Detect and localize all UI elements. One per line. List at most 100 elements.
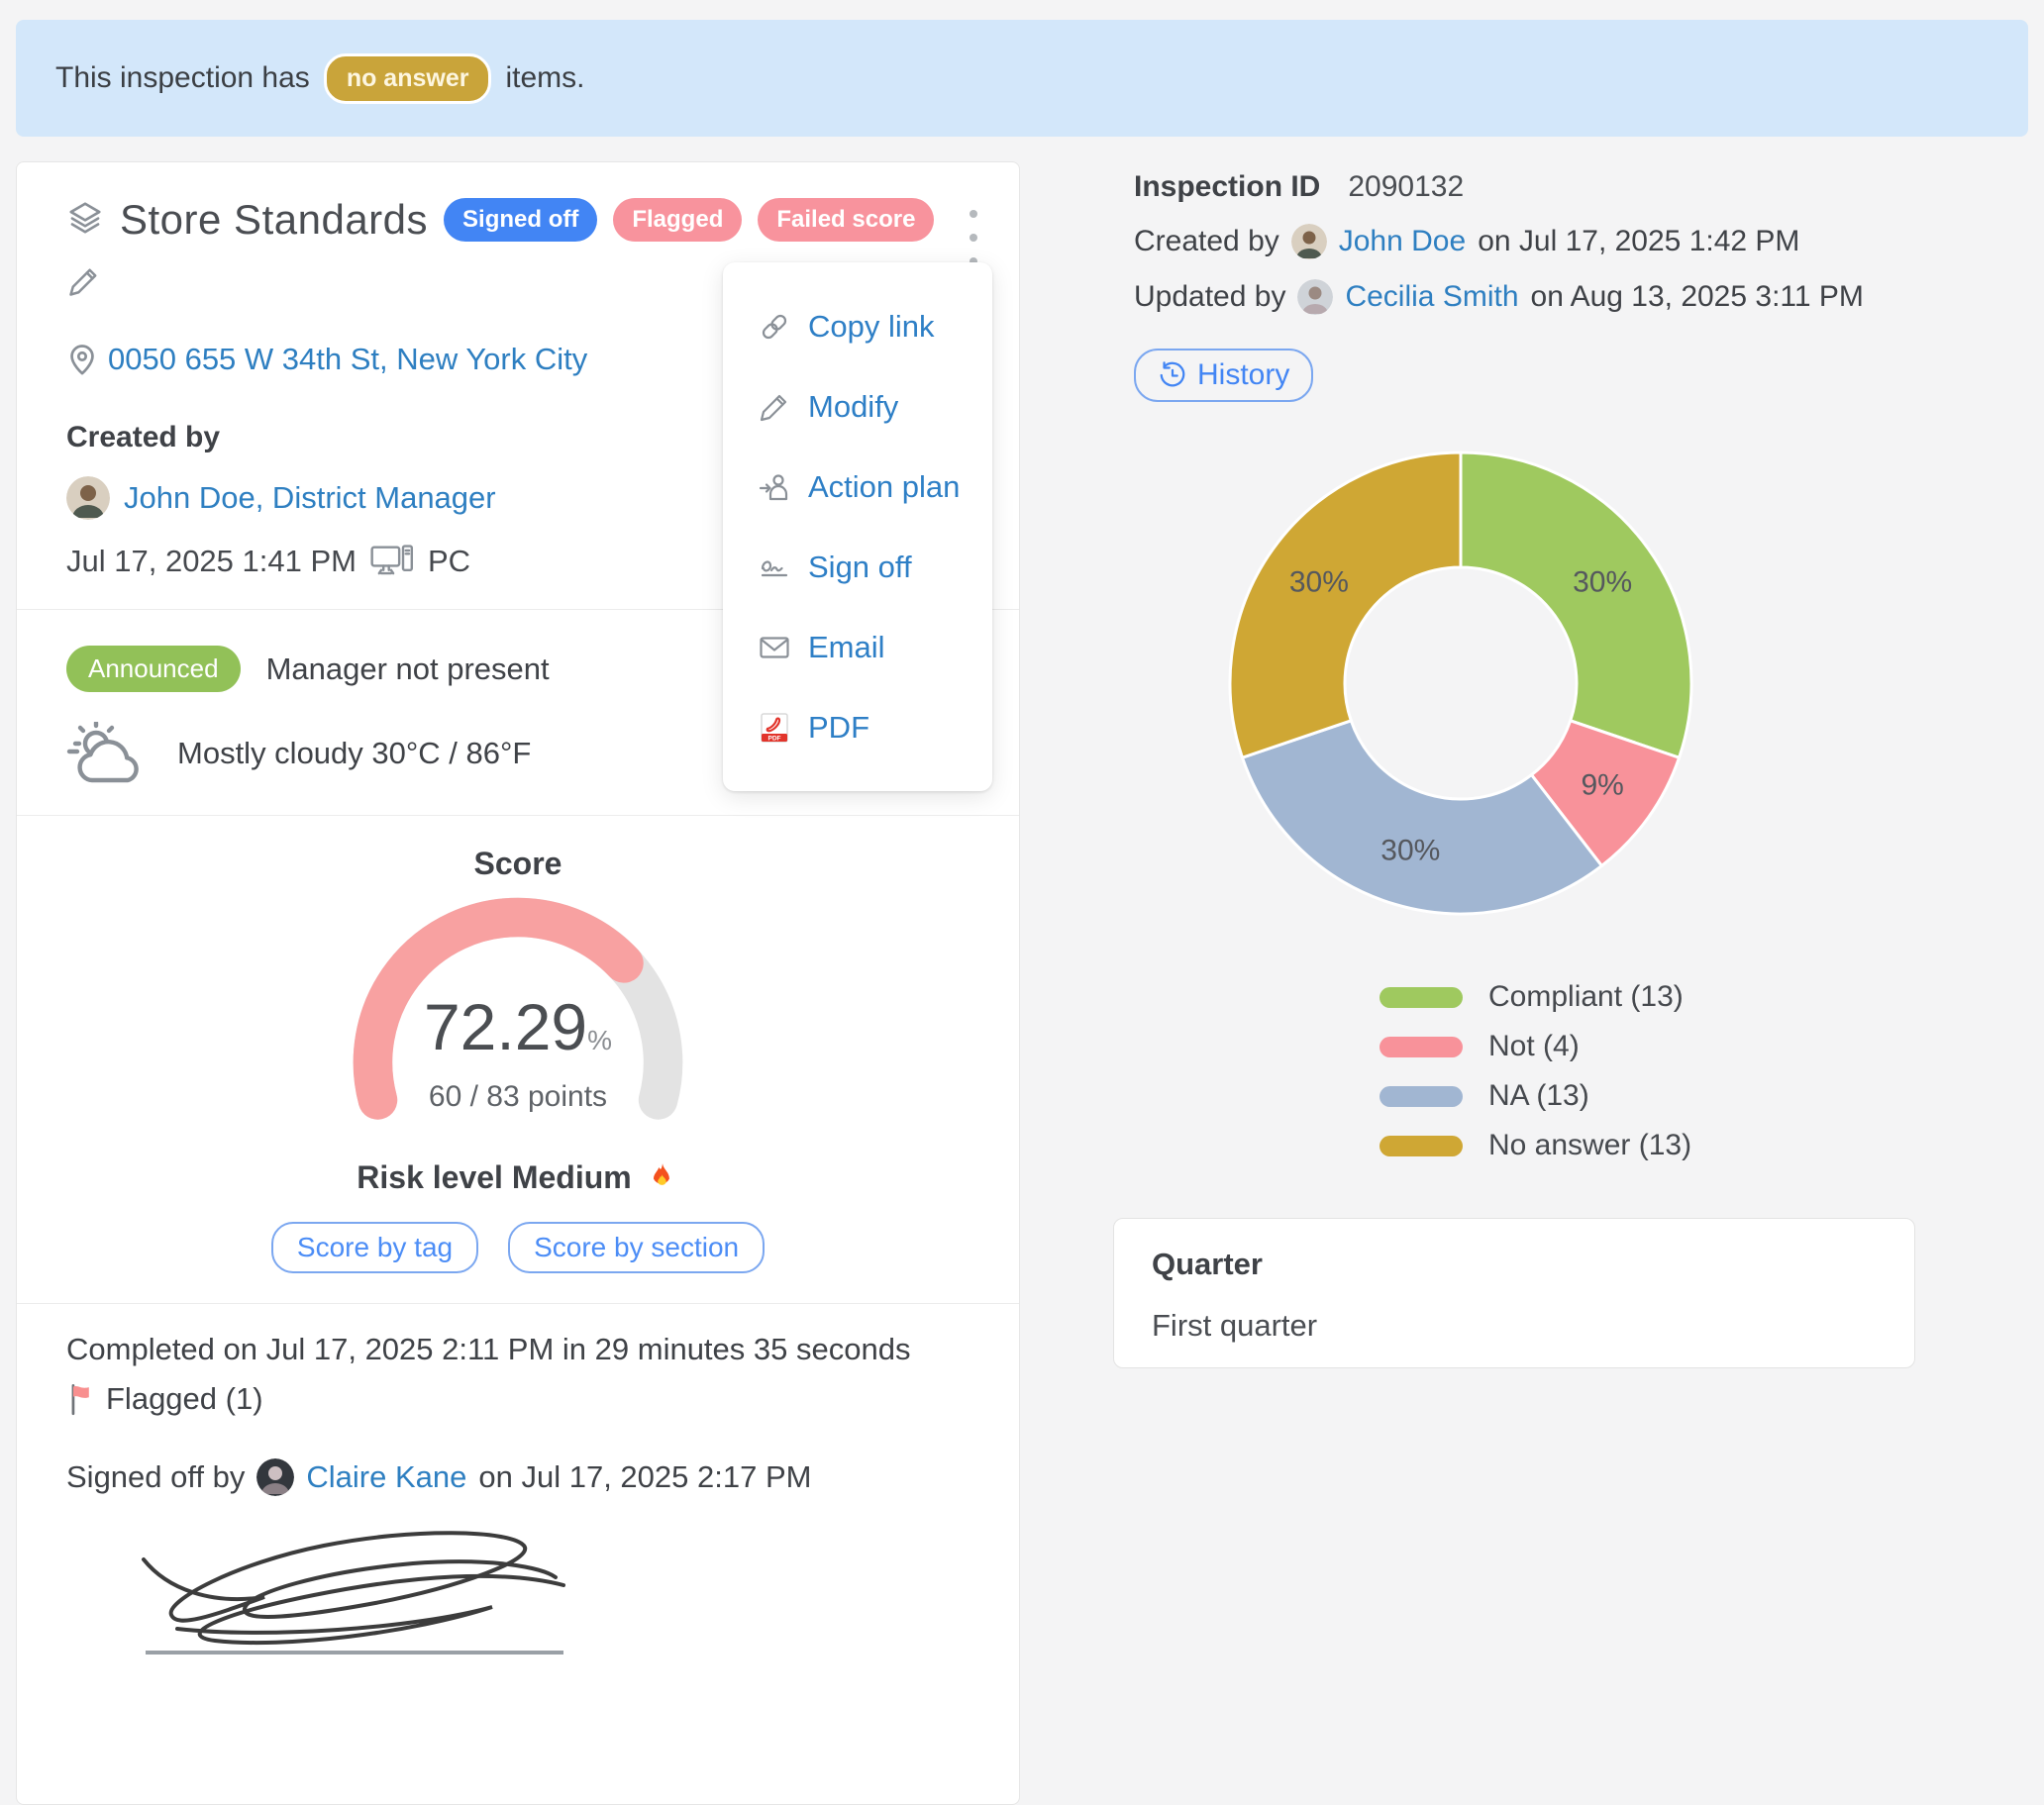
created-datetime-row: Jul 17, 2025 1:41 PM PC — [66, 544, 970, 579]
created-by-suffix: on Jul 17, 2025 1:42 PM — [1478, 225, 1800, 257]
inspection-id-value: 2090132 — [1348, 170, 1465, 203]
weather-row: Mostly cloudy 30°C / 86°F — [66, 722, 970, 785]
signed-off-row: Signed off by Claire Kane on Jul 17, 202… — [66, 1458, 970, 1496]
flame-icon — [653, 1162, 669, 1185]
card-title-row: Store Standards Signed off Flagged Faile… — [66, 196, 970, 244]
flag-icon — [71, 1384, 89, 1416]
signed-off-by-link[interactable]: Claire Kane — [306, 1459, 467, 1494]
flagged-count: Flagged (1) — [106, 1381, 263, 1416]
score-points: 60 / 83 points — [428, 1080, 608, 1113]
legend-swatch-na — [1380, 1085, 1463, 1107]
pencil-icon — [69, 268, 97, 296]
device-label: PC — [427, 544, 471, 578]
risk-level-text: Risk level Medium — [357, 1159, 632, 1195]
actions-dropdown-menu: Copy link Modify Action plan Sign off — [723, 262, 992, 791]
mostly-cloudy-icon — [66, 722, 139, 783]
score-gauge: 72.29% 60 / 83 points — [350, 894, 686, 1132]
divider — [17, 815, 1019, 816]
link-icon — [762, 314, 787, 339]
created-by-link[interactable]: John Doe — [1338, 225, 1467, 257]
chart-legend: Compliant (13) Not (4) NA (13) No answer… — [1380, 980, 1946, 1162]
legend-swatch-compliant — [1380, 986, 1463, 1008]
donut-slice-compliant — [1459, 451, 1693, 759]
donut-label: 30% — [1289, 566, 1349, 599]
legend-item-not: Not (4) — [1380, 1030, 1946, 1063]
legend-swatch-not — [1380, 1036, 1463, 1057]
creator-link[interactable]: John Doe, District Manager — [124, 480, 496, 515]
no-answer-badge: no answer — [323, 52, 492, 104]
weather-text: Mostly cloudy 30°C / 86°F — [177, 736, 532, 770]
avatar-john-doe — [1290, 224, 1327, 259]
score-heading: Score — [473, 846, 562, 881]
status-badge-signed-off: Signed off — [444, 198, 598, 242]
legend-item-compliant: Compliant (13) — [1380, 980, 1946, 1014]
quarter-value: First quarter — [1152, 1308, 1318, 1343]
menu-item-modify[interactable]: Modify — [723, 366, 992, 447]
pdf-icon: PDF — [761, 712, 788, 743]
status-badge-failed-score: Failed score — [758, 198, 935, 242]
layers-icon — [66, 199, 104, 242]
more-options-kebab-icon[interactable] — [954, 206, 993, 269]
answers-donut-chart: 30% 9% 30% 30% — [1213, 436, 1708, 931]
announced-row: Announced Manager not present — [66, 646, 970, 692]
details-panel: Inspection ID 2090132 Created by John Do… — [1134, 170, 1946, 1162]
score-percent: 72.29% — [423, 990, 613, 1063]
updated-by-suffix: on Aug 13, 2025 3:11 PM — [1530, 280, 1864, 313]
announced-note: Manager not present — [265, 651, 550, 686]
edit-title-button[interactable] — [66, 263, 970, 304]
creator-row: John Doe, District Manager — [66, 476, 970, 520]
created-datetime: Jul 17, 2025 1:41 PM — [66, 544, 357, 578]
quarter-card: Quarter First quarter — [1113, 1218, 1915, 1368]
avatar-cecilia-smith — [1297, 279, 1334, 315]
score-by-section-button[interactable]: Score by section — [508, 1222, 766, 1273]
store-address-link[interactable]: 0050 655 W 34th St, New York City — [66, 342, 970, 377]
pencil-icon — [760, 394, 787, 421]
location-pin-icon — [70, 345, 94, 375]
created-by-row: Created by John Doe on Jul 17, 2025 1:42… — [1134, 224, 1946, 259]
avatar-john-doe — [66, 476, 110, 520]
menu-item-action-plan[interactable]: Action plan — [723, 447, 992, 527]
menu-item-sign-off[interactable]: Sign off — [723, 527, 992, 607]
completed-text: Completed on Jul 17, 2025 2:11 PM in 29 … — [66, 1332, 911, 1366]
donut-slice-no-answer — [1228, 451, 1463, 759]
banner-text-after: items. — [505, 61, 585, 94]
divider — [17, 609, 1019, 610]
legend-item-na: NA (13) — [1380, 1079, 1946, 1113]
percent-sign: % — [587, 1025, 613, 1055]
updated-by-prefix: Updated by — [1134, 280, 1286, 313]
signature-icon — [761, 559, 788, 576]
donut-label: 9% — [1581, 768, 1623, 801]
flagged-row: Flagged (1) — [66, 1381, 970, 1417]
svg-text:PDF: PDF — [768, 735, 781, 742]
history-button[interactable]: History — [1134, 349, 1314, 402]
score-buttons-row: Score by tag Score by section — [66, 1222, 970, 1273]
inspection-page: This inspection has no answer items. Sto… — [16, 20, 2028, 1805]
avatar-claire-kane — [256, 1458, 295, 1496]
pc-device-icon — [370, 545, 413, 575]
updated-by-link[interactable]: Cecilia Smith — [1345, 280, 1519, 313]
created-by-label: Created by — [66, 421, 221, 453]
divider — [17, 1303, 1019, 1304]
menu-item-pdf[interactable]: PDF PDF — [723, 687, 992, 767]
inspection-id-label: Inspection ID — [1134, 170, 1321, 203]
quarter-label: Quarter — [1152, 1247, 1263, 1281]
history-icon — [1160, 361, 1185, 387]
donut-slice-na — [1240, 719, 1603, 916]
store-address-text: 0050 655 W 34th St, New York City — [108, 342, 588, 376]
score-by-tag-button[interactable]: Score by tag — [270, 1222, 479, 1273]
signed-off-prefix: Signed off by — [66, 1459, 246, 1494]
inspection-title: Store Standards — [120, 196, 429, 243]
inspection-id-row: Inspection ID 2090132 — [1134, 170, 1946, 204]
donut-label: 30% — [1380, 835, 1440, 867]
announced-badge: Announced — [66, 646, 241, 692]
legend-item-no-answer: No answer (13) — [1380, 1129, 1946, 1162]
updated-by-row: Updated by Cecilia Smith on Aug 13, 2025… — [1134, 279, 1946, 315]
created-by-prefix: Created by — [1134, 225, 1279, 257]
risk-level-row: Risk level Medium — [66, 1159, 970, 1196]
status-badge-flagged: Flagged — [613, 198, 743, 242]
signature-image — [142, 1531, 565, 1655]
menu-item-copy-link[interactable]: Copy link — [723, 286, 992, 366]
assign-user-icon — [759, 473, 788, 500]
donut-label: 30% — [1573, 566, 1632, 599]
menu-item-email[interactable]: Email — [723, 607, 992, 687]
